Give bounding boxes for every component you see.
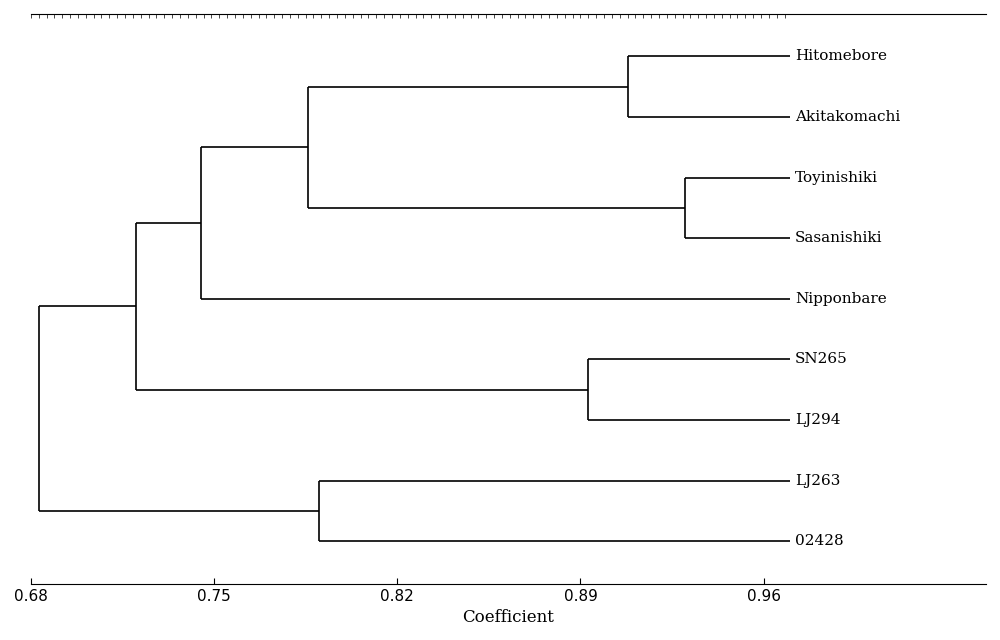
Text: Sasanishiki: Sasanishiki bbox=[795, 231, 883, 245]
Text: 02428: 02428 bbox=[795, 534, 844, 548]
Text: Toyinishiki: Toyinishiki bbox=[795, 170, 878, 184]
Text: SN265: SN265 bbox=[795, 353, 848, 367]
Text: Nipponbare: Nipponbare bbox=[795, 292, 887, 306]
X-axis label: Coefficient: Coefficient bbox=[463, 609, 554, 626]
Text: Hitomebore: Hitomebore bbox=[795, 49, 887, 63]
Text: LJ294: LJ294 bbox=[795, 413, 841, 427]
Text: Akitakomachi: Akitakomachi bbox=[795, 110, 900, 124]
Text: LJ263: LJ263 bbox=[795, 474, 840, 488]
